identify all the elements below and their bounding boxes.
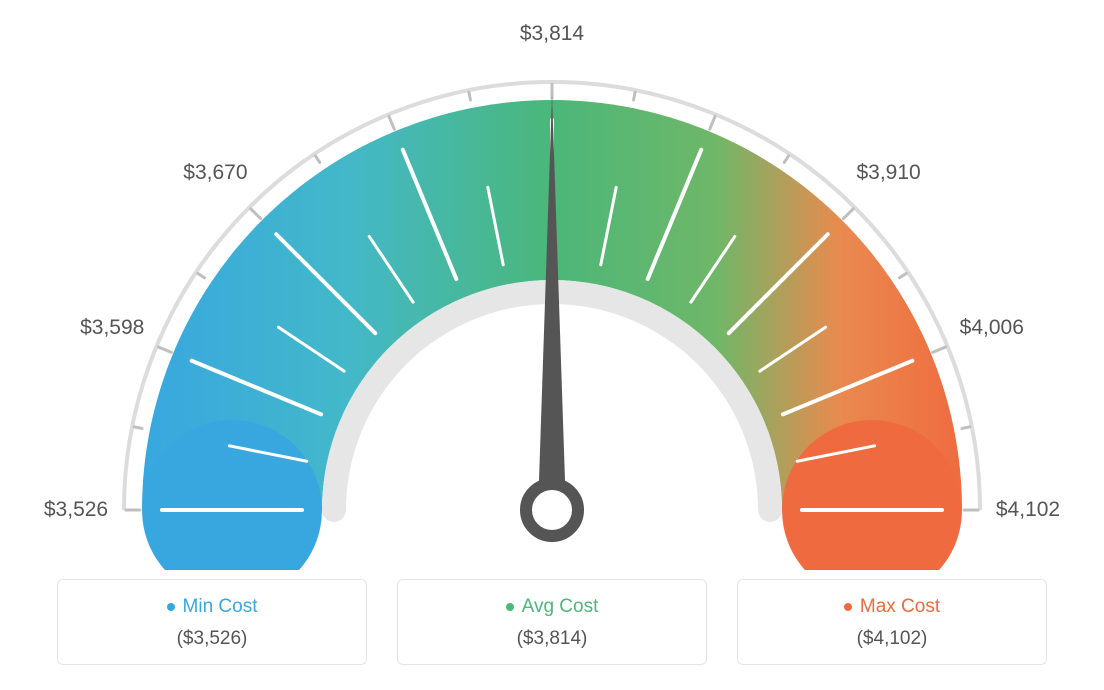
legend-max-title-row: Max Cost [844,596,940,618]
legend-avg: Avg Cost ($3,814) [397,579,707,665]
legend-max-dot [844,603,852,611]
gauge-tick-label: $3,670 [183,161,247,185]
legend-avg-title-row: Avg Cost [506,596,599,618]
legend-max-title: Max Cost [860,596,940,618]
legend-max-value: ($4,102) [738,628,1046,650]
legend-min-title: Min Cost [183,596,258,618]
legend-row: Min Cost ($3,526) Avg Cost ($3,814) Max … [0,579,1104,665]
legend-avg-value: ($3,814) [398,628,706,650]
legend-min-dot [167,603,175,611]
gauge-tick-label: $3,814 [520,22,584,46]
gauge-tick-label: $3,526 [44,498,108,522]
gauge-tick-label: $3,910 [856,161,920,185]
legend-min-title-row: Min Cost [167,596,258,618]
gauge-svg [22,50,1082,570]
legend-min: Min Cost ($3,526) [57,579,367,665]
gauge-tick-label: $3,598 [80,316,144,340]
legend-avg-title: Avg Cost [522,596,599,618]
gauge-tick-label: $4,006 [960,316,1024,340]
gauge-chart: $3,526 $3,598 $3,670 $3,814 $3,910 $4,006 $4,1… [0,0,1104,555]
legend-avg-dot [506,603,514,611]
legend-max: Max Cost ($4,102) [737,579,1047,665]
legend-min-value: ($3,526) [58,628,366,650]
gauge-tick-label: $4,102 [996,498,1060,522]
